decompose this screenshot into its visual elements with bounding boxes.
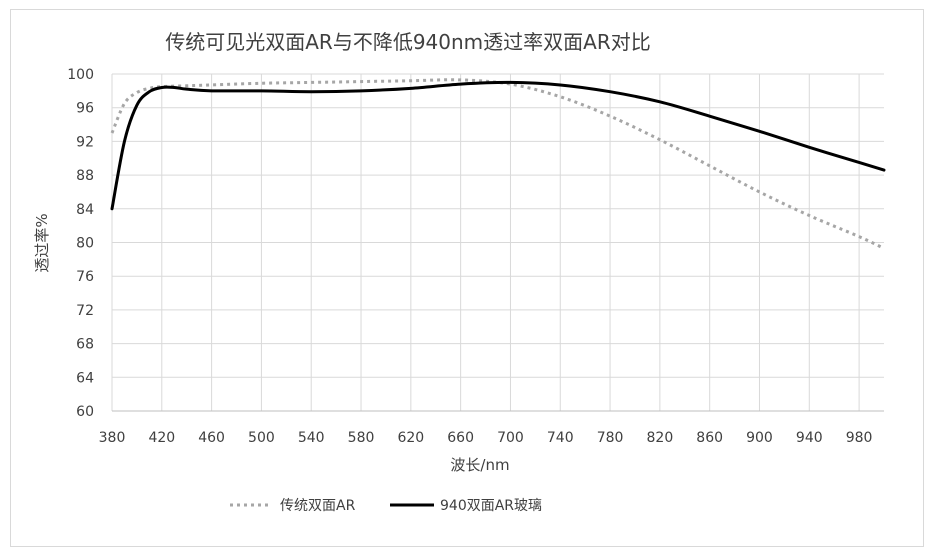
x-tick-label: 860: [696, 430, 723, 446]
y-axis-ticks: 60 64 68 72 76 80 84 88 92 96 100: [67, 67, 94, 420]
y-tick-label: 80: [76, 236, 94, 252]
x-tick-label: 580: [348, 430, 375, 446]
x-tick-label: 540: [298, 430, 325, 446]
x-tick-label: 660: [447, 430, 474, 446]
y-tick-label: 72: [76, 303, 94, 319]
x-tick-label: 820: [647, 430, 674, 446]
chart-title: 传统可见光双面AR与不降低940nm透过率双面AR对比: [165, 30, 651, 54]
x-tick-label: 780: [597, 430, 624, 446]
x-axis-ticks: 380 420 460 500 540 580 620 660 700 740 780 820 860 9…: [99, 430, 873, 446]
x-tick-label: 420: [148, 430, 175, 446]
x-tick-label: 740: [547, 430, 574, 446]
y-tick-label: 68: [76, 337, 94, 353]
y-tick-label: 88: [76, 168, 94, 184]
y-axis-label: 透过率%: [33, 213, 51, 272]
y-tick-label: 92: [76, 134, 94, 150]
series-group: [110, 78, 886, 250]
series-line-1: [110, 80, 886, 211]
legend: 传统双面AR 940双面AR玻璃: [230, 497, 542, 514]
y-tick-label: 64: [76, 370, 94, 386]
x-axis-label: 波长/nm: [450, 456, 509, 474]
legend-label-series-0: 传统双面AR: [280, 498, 356, 514]
y-tick-label: 60: [76, 404, 94, 420]
x-tick-label: 940: [796, 430, 823, 446]
x-tick-label: 380: [99, 430, 126, 446]
y-tick-label: 100: [67, 67, 94, 83]
legend-label-series-1: 940双面AR玻璃: [440, 497, 542, 514]
x-tick-label: 900: [746, 430, 773, 446]
grid: [111, 73, 884, 412]
x-tick-label: 460: [198, 430, 225, 446]
x-tick-label: 980: [846, 430, 873, 446]
series-line-0: [110, 78, 885, 250]
y-tick-label: 76: [76, 269, 94, 285]
y-tick-label: 96: [76, 101, 94, 117]
x-tick-label: 620: [397, 430, 424, 446]
x-tick-label: 500: [248, 430, 275, 446]
x-tick-label: 700: [497, 430, 524, 446]
y-tick-label: 84: [76, 202, 94, 218]
chart-frame: [10, 9, 924, 547]
